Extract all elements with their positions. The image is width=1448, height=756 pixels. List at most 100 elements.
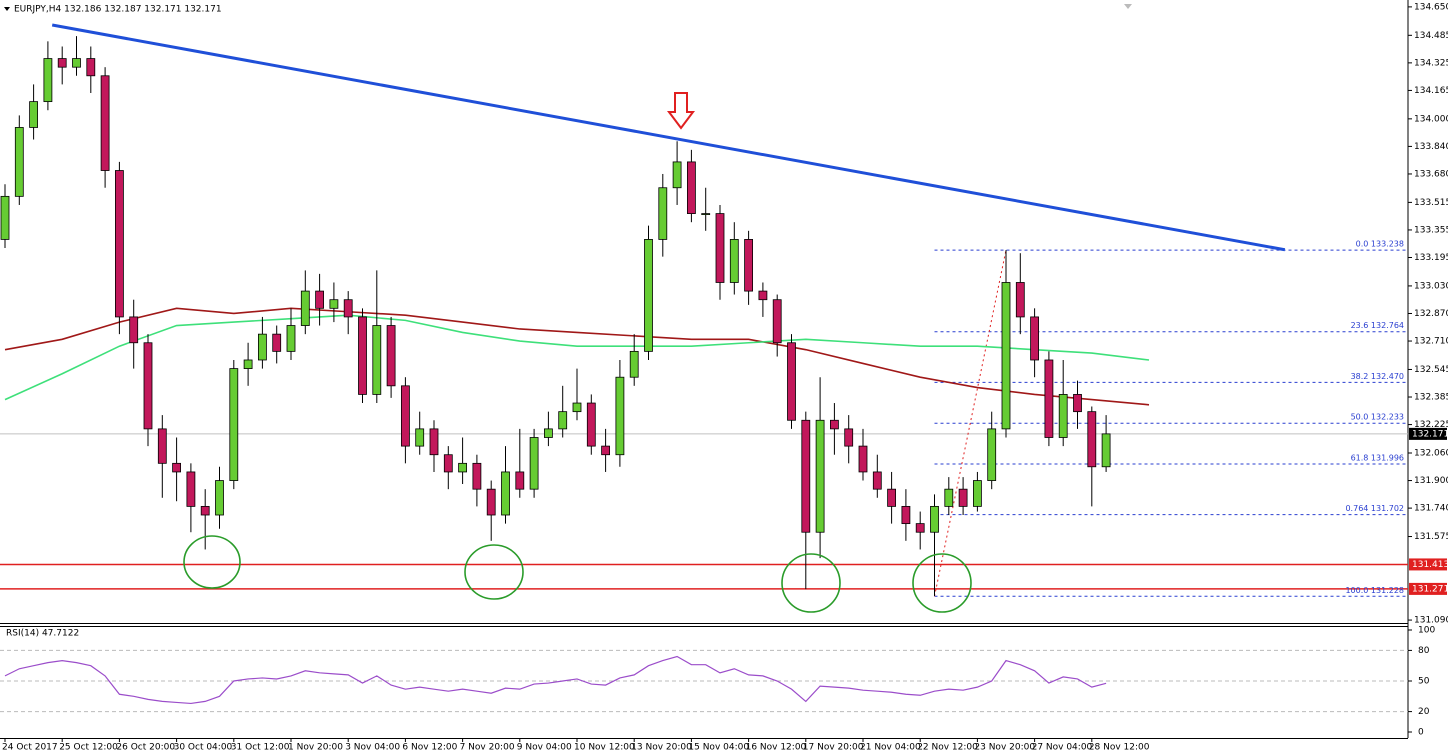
candle-body xyxy=(930,505,939,533)
price-box xyxy=(1409,582,1447,595)
y-tick-label: 132.710 xyxy=(1414,337,1448,347)
candle-body xyxy=(601,445,610,456)
fib-label: 38.2 132.470 xyxy=(1351,372,1404,381)
circle-annotation xyxy=(912,553,972,613)
price-box-label: 131.413 xyxy=(1412,560,1448,570)
candle-body xyxy=(501,471,510,516)
candle-body xyxy=(386,325,396,387)
candle-body xyxy=(1073,394,1082,413)
x-tick-label: 10 Nov 12:00 xyxy=(574,743,635,753)
candle-body xyxy=(887,488,896,507)
rsi-tick-label: 50 xyxy=(1418,677,1430,687)
x-tick-label: 25 Oct 12:00 xyxy=(59,743,118,753)
x-tick-label: 22 Nov 12:00 xyxy=(917,743,978,753)
candle-body xyxy=(257,333,267,361)
y-tick-label: 133.355 xyxy=(1414,225,1448,235)
candle-body xyxy=(744,239,753,292)
candle-body xyxy=(987,428,997,481)
y-tick-label: 133.515 xyxy=(1414,198,1448,208)
x-tick-label: 6 Nov 12:00 xyxy=(402,743,457,753)
candle-body xyxy=(157,428,167,464)
candle-body xyxy=(1001,282,1011,430)
candle-body xyxy=(443,454,453,473)
x-tick-label: 16 Nov 12:00 xyxy=(746,743,807,753)
candle-body xyxy=(787,342,796,421)
candle-body xyxy=(544,428,553,438)
candle-body xyxy=(14,127,24,197)
x-tick-label: 3 Nov 04:00 xyxy=(345,743,400,753)
x-tick-label: 28 Nov 12:00 xyxy=(1089,743,1150,753)
candle-body xyxy=(872,471,882,490)
chart-title: EURJPY,H4 132.186 132.187 132.171 132.17… xyxy=(14,5,222,15)
candle-body xyxy=(200,505,210,516)
x-tick-label: 21 Nov 04:00 xyxy=(860,743,921,753)
scroll-marker xyxy=(1124,4,1132,9)
candle-body xyxy=(315,290,325,309)
candle-body xyxy=(1101,433,1111,468)
candle-body xyxy=(858,445,868,473)
candle-body xyxy=(558,411,568,430)
candle-body xyxy=(701,213,711,215)
price-box xyxy=(1409,427,1447,440)
x-tick-label: 31 Oct 12:00 xyxy=(231,743,290,753)
y-tick-label: 133.195 xyxy=(1414,253,1448,263)
x-tick-label: 13 Nov 20:00 xyxy=(631,743,692,753)
candle-body xyxy=(286,325,296,352)
candle-body xyxy=(129,316,139,344)
candle-body xyxy=(629,350,639,378)
candle-body xyxy=(400,385,410,447)
x-tick-label: 27 Nov 04:00 xyxy=(1032,743,1093,753)
fib-label: 61.8 131.996 xyxy=(1351,454,1404,463)
x-tick-label: 9 Nov 04:00 xyxy=(517,743,572,753)
fib-label: 23.6 132.764 xyxy=(1351,321,1404,330)
candle-body xyxy=(830,419,839,430)
candle-body xyxy=(472,462,482,490)
rsi-tick-label: 20 xyxy=(1418,707,1430,717)
candle-body xyxy=(1015,282,1025,318)
rsi-line xyxy=(4,655,1107,705)
candle-body xyxy=(586,402,596,447)
y-tick-label: 133.680 xyxy=(1414,169,1448,179)
candle-body xyxy=(486,488,496,516)
y-tick-label: 132.870 xyxy=(1414,309,1448,319)
y-tick-label: 132.545 xyxy=(1414,365,1448,375)
candle-body xyxy=(944,488,954,507)
candle-body xyxy=(1044,359,1054,438)
candle-body xyxy=(715,213,725,283)
x-tick-label: 15 Nov 04:00 xyxy=(688,743,749,753)
candle-body xyxy=(72,58,81,68)
candle-body xyxy=(57,58,67,68)
circle-annotation xyxy=(464,544,524,600)
fib-label: 0.0 133.238 xyxy=(1356,240,1404,249)
candle-body xyxy=(29,101,39,128)
circle-annotation xyxy=(781,553,841,613)
candle-body xyxy=(815,419,825,533)
candle-body xyxy=(1058,394,1068,438)
y-tick-label: 134.165 xyxy=(1414,86,1448,96)
x-tick-label: 30 Oct 04:00 xyxy=(174,743,233,753)
candle-body xyxy=(43,58,53,103)
circle-annotation xyxy=(183,535,241,589)
trendline xyxy=(51,23,1286,252)
y-tick-label: 133.030 xyxy=(1414,281,1448,291)
y-tick-label: 131.900 xyxy=(1414,476,1448,486)
candle-body xyxy=(515,471,525,490)
candle-body xyxy=(358,316,367,395)
candle-body xyxy=(672,161,682,189)
menu-marker xyxy=(4,7,10,11)
candle-body xyxy=(0,195,10,240)
y-tick-label: 134.650 xyxy=(1414,2,1448,12)
y-tick-label: 134.000 xyxy=(1414,114,1448,124)
fib-label: 0.764 131.702 xyxy=(1345,504,1404,513)
y-tick-label: 132.385 xyxy=(1414,393,1448,403)
fib-label: 50.0 132.233 xyxy=(1351,413,1404,422)
candle-body xyxy=(272,333,282,352)
candle-body xyxy=(372,325,382,395)
candle-body xyxy=(772,299,782,344)
candle-body xyxy=(915,523,925,533)
candle-body xyxy=(615,376,625,456)
candle-body xyxy=(1087,411,1097,468)
rsi-title: RSI(14) 47.7122 xyxy=(6,629,79,639)
candle-body xyxy=(901,505,911,525)
